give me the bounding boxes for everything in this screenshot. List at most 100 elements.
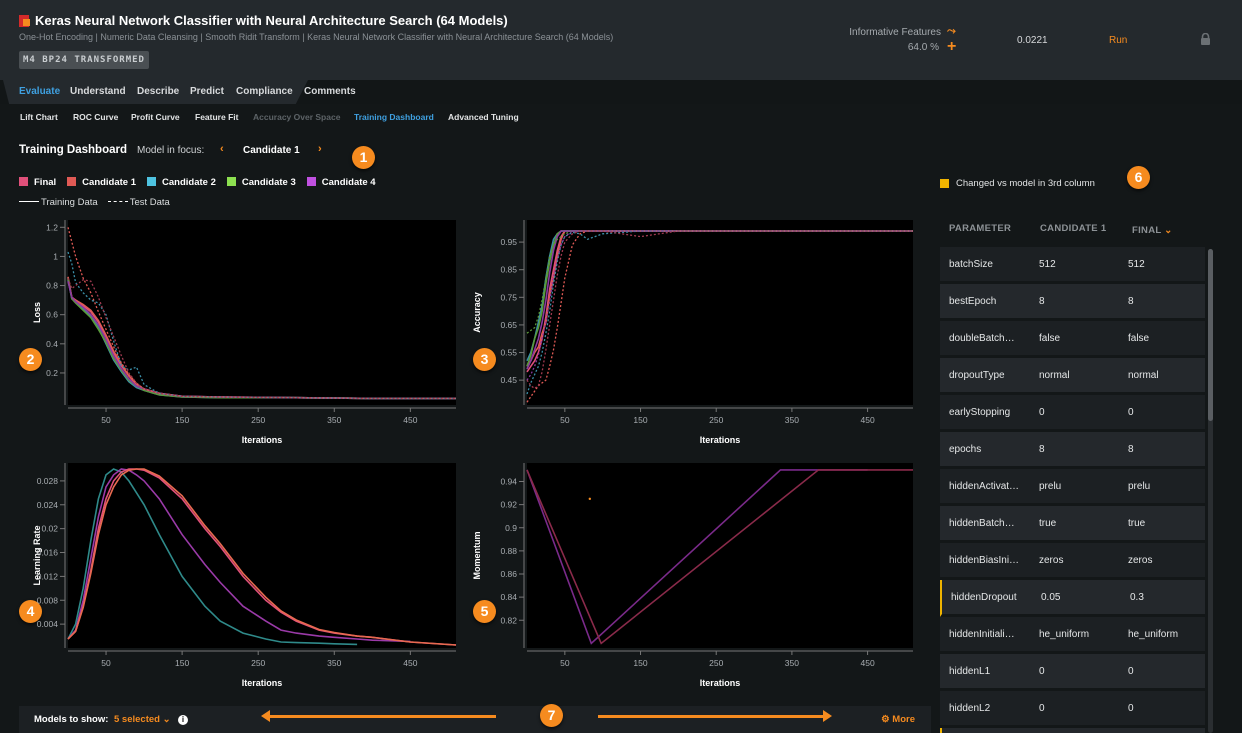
plus-icon[interactable]: + — [947, 38, 957, 55]
arrow-left-head — [261, 710, 270, 722]
tab-evaluate[interactable]: Evaluate — [19, 86, 61, 97]
arrow-right-icon — [598, 715, 824, 718]
y-tick-label: 0.75 — [500, 292, 517, 302]
accuracy-chart[interactable]: 50 150 250 350 450 0.45 0.55 0.65 0.75 0.85 0.95 It… — [470, 215, 930, 450]
table-row: epochs 8 8 — [940, 432, 1205, 469]
callout-badge-5: 5 — [473, 600, 496, 623]
callout-badge-6: 6 — [1127, 166, 1150, 189]
legend-training-label: Training Data — [41, 197, 98, 208]
tab-understand[interactable]: Understand — [70, 86, 126, 97]
cell-c1: 0 — [1039, 702, 1045, 714]
table-scrollbar[interactable] — [1208, 249, 1213, 733]
tab-compliance[interactable]: Compliance — [236, 86, 293, 97]
momentum-chart[interactable]: 50 150 250 350 450 0.82 0.84 0.86 0.88 0.9 0.92 0.9… — [470, 458, 930, 693]
x-tick-label: 350 — [785, 658, 799, 668]
table-row: hiddenBiasIni… zeros zeros — [940, 543, 1205, 580]
y-tick-label: 0.9 — [505, 523, 517, 533]
y-tick-label: 0.008 — [37, 595, 59, 605]
chevron-right-icon[interactable]: › — [318, 143, 322, 155]
x-tick-label: 150 — [633, 415, 647, 425]
x-tick-label: 450 — [403, 658, 417, 668]
y-tick-label: 0.85 — [500, 265, 517, 275]
series-line-final-training[interactable] — [526, 469, 913, 645]
tab-describe[interactable]: Describe — [137, 86, 180, 97]
header-parameter: PARAMETER — [949, 223, 1012, 234]
series-line-candidate-4-training[interactable] — [67, 468, 411, 643]
model-focus-value[interactable]: Candidate 1 — [243, 145, 300, 156]
series-line-final-test[interactable] — [67, 278, 456, 400]
cell-final: he_uniform — [1128, 628, 1179, 640]
cell-name: hiddenL1 — [949, 665, 991, 677]
models-to-show-label: Models to show: — [34, 714, 109, 725]
series-line-candidate-2-test[interactable] — [526, 230, 913, 395]
series-line-candidate-1-test[interactable] — [67, 227, 456, 400]
informative-features-label[interactable]: Informative Features — [849, 27, 941, 38]
legend-candidate-1[interactable]: Candidate 1 — [67, 177, 136, 188]
cell-c1: 8 — [1039, 443, 1045, 455]
callout-badge-3: 3 — [473, 348, 496, 371]
x-tick-label: 50 — [101, 415, 111, 425]
subtab-advanced-tuning[interactable]: Advanced Tuning — [448, 112, 519, 122]
legend-swatch — [147, 177, 157, 186]
cell-c1: he_uniform — [1039, 628, 1090, 640]
table-row: hiddenDropout 0.05 0.3 — [940, 580, 1205, 617]
chevron-left-icon[interactable]: ‹ — [220, 143, 224, 155]
plot-area — [527, 220, 913, 405]
cell-name: earlyStopping — [949, 406, 1011, 418]
y-tick-label: 0.84 — [500, 592, 517, 602]
x-tick-label: 250 — [251, 415, 265, 425]
series-line-candidate-2-training[interactable] — [67, 468, 358, 646]
subtab-feature-fit[interactable]: Feature Fit — [195, 112, 239, 122]
legend-candidate-4[interactable]: Candidate 4 — [306, 177, 376, 188]
models-select-dropdown[interactable]: 5 selected ⌄ — [114, 714, 171, 725]
header-final[interactable]: FINAL ⌄ — [1132, 225, 1173, 236]
run-button[interactable]: Run — [1109, 35, 1128, 46]
y-tick-label: 0.012 — [37, 571, 59, 581]
keras-logo-icon — [19, 14, 30, 27]
y-tick-label: 0.02 — [41, 524, 58, 534]
series-line-candidate-3-test[interactable] — [526, 230, 913, 334]
legend-final[interactable]: Final — [19, 177, 56, 188]
series-line-candidate-1-training[interactable] — [67, 468, 457, 646]
x-axis-label: Iterations — [700, 435, 741, 445]
info-icon[interactable]: i — [178, 715, 188, 725]
model-title-text: Keras Neural Network Classifier with Neu… — [35, 13, 508, 28]
legend-candidate-3[interactable]: Candidate 3 — [226, 177, 296, 188]
subtab-lift-chart[interactable]: Lift Chart — [20, 112, 58, 122]
plot-area — [68, 220, 456, 405]
x-tick-label: 50 — [560, 658, 570, 668]
chevron-down-icon[interactable]: ⌄ — [1164, 225, 1173, 236]
tab-predict[interactable]: Predict — [190, 86, 224, 97]
tab-comments[interactable]: Comments — [304, 86, 356, 97]
subtab-profit-curve[interactable]: Profit Curve — [131, 112, 180, 122]
legend-label: Candidate 3 — [241, 177, 296, 188]
legend-swatch — [19, 177, 28, 186]
blueprint-tag: M4 BP24 TRANSFORMED — [19, 51, 149, 69]
evaluate-subtabs: Lift Chart ROC Curve Profit Curve Featur… — [0, 104, 940, 130]
cell-c1: 512 — [1039, 258, 1056, 270]
x-tick-label: 350 — [327, 658, 341, 668]
header-final-label: FINAL — [1132, 225, 1162, 236]
scrollbar-thumb[interactable] — [1208, 249, 1213, 421]
x-tick-label: 450 — [860, 658, 874, 668]
cell-final: 8 — [1128, 295, 1134, 307]
learning-rate-chart[interactable]: 50 150 250 350 450 0.004 0.008 0.012 0.016 0.02 0.… — [0, 458, 470, 693]
more-button[interactable]: ⚙ More — [881, 714, 915, 725]
y-axis-label: Loss — [32, 302, 42, 323]
x-tick-label: 450 — [403, 415, 417, 425]
cell-final: 0 — [1128, 702, 1134, 714]
y-tick-label: 0.88 — [500, 546, 517, 556]
feature-list-icon[interactable]: ⤳ — [947, 25, 956, 37]
legend-test-label: Test Data — [129, 197, 170, 208]
loss-chart[interactable]: 50 150 250 350 450 0.2 0.4 0.6 0.8 1 1.2 Iterations… — [0, 215, 470, 450]
subtab-accuracy-over-space: Accuracy Over Space — [253, 112, 341, 122]
cell-final: zeros — [1128, 554, 1153, 566]
series-line-candidate-4-test[interactable] — [526, 230, 913, 381]
subtab-training-dashboard[interactable]: Training Dashboard — [354, 112, 434, 122]
legend-candidate-2[interactable]: Candidate 2 — [147, 177, 216, 188]
subtab-roc-curve[interactable]: ROC Curve — [73, 112, 119, 122]
y-tick-label: 0.8 — [46, 281, 58, 291]
legend-swatch — [67, 177, 77, 186]
y-tick-label: 0.45 — [500, 375, 517, 385]
x-tick-label: 150 — [633, 658, 647, 668]
